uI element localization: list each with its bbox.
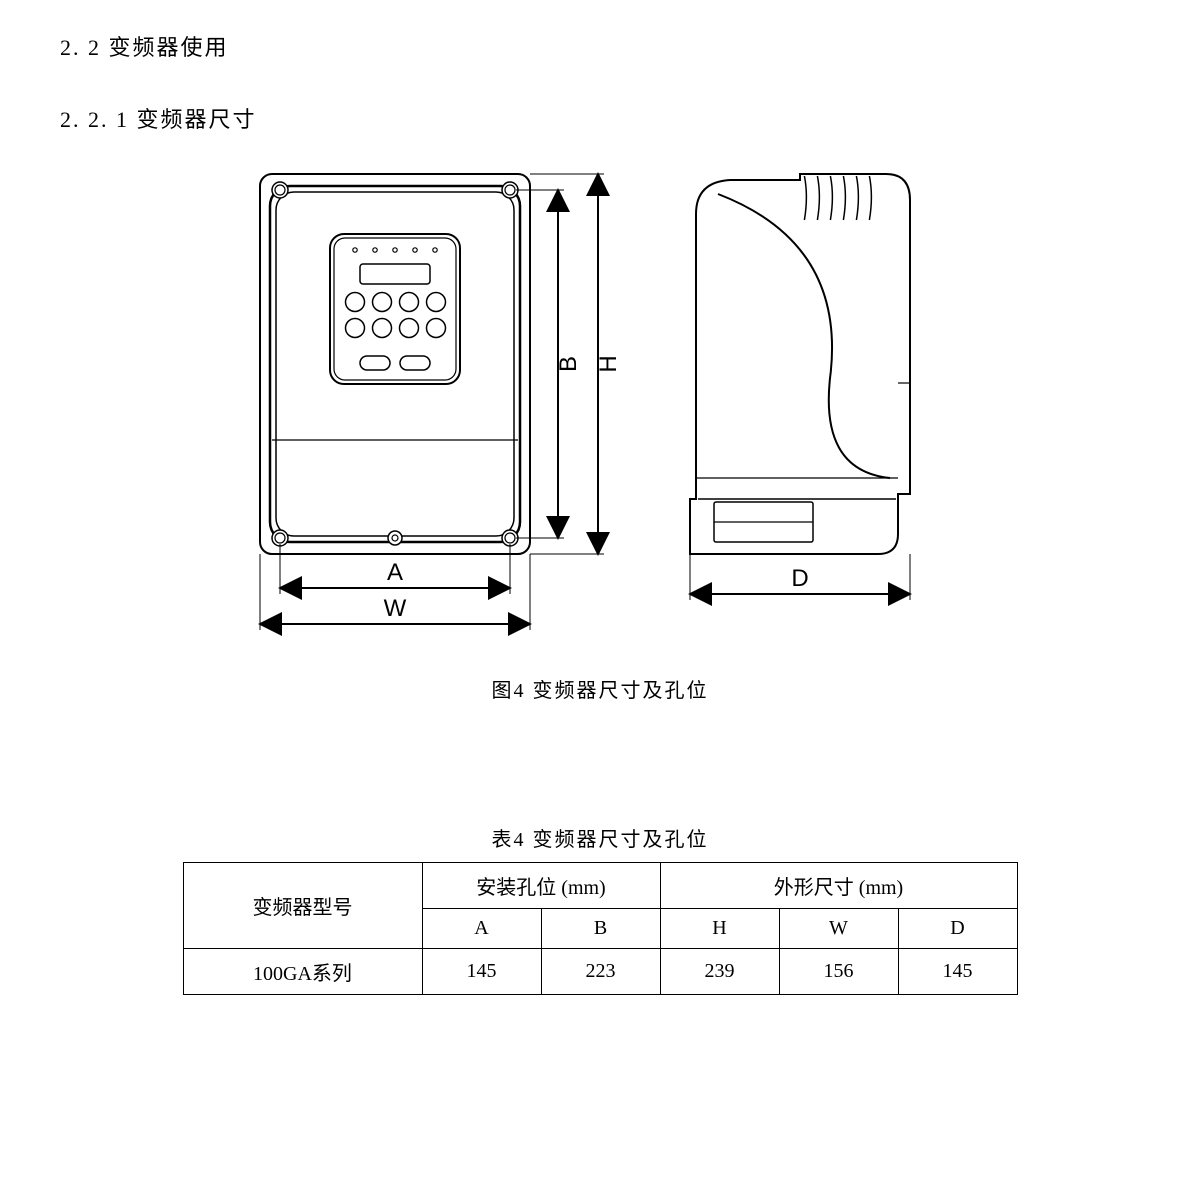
table-title: 表4 变频器尺寸及孔位	[60, 823, 1140, 852]
cell-W: 156	[779, 949, 898, 995]
th-H: H	[660, 909, 779, 949]
section-heading-2-2: 2. 2 变频器使用	[60, 30, 1140, 62]
th-outer-group: 外形尺寸 (mm)	[660, 863, 1017, 909]
th-W: W	[779, 909, 898, 949]
cell-B: 223	[541, 949, 660, 995]
dimension-drawing-svg: BH AW D	[60, 164, 1140, 654]
table-header-row-1: 变频器型号 安装孔位 (mm) 外形尺寸 (mm)	[183, 863, 1017, 909]
cell-D: 145	[898, 949, 1017, 995]
cell-A: 145	[422, 949, 541, 995]
figure-4-diagram: BH AW D	[60, 164, 1140, 654]
svg-text:A: A	[387, 559, 403, 586]
svg-text:B: B	[555, 356, 582, 372]
document-page: 2. 2 变频器使用 2. 2. 1 变频器尺寸 BHAWD 图4 变频器尺寸及…	[0, 0, 1200, 1199]
th-model: 变频器型号	[183, 863, 422, 949]
th-B: B	[541, 909, 660, 949]
section-heading-2-2-1: 2. 2. 1 变频器尺寸	[60, 102, 1140, 134]
table-row: 100GA系列 145 223 239 156 145	[183, 949, 1017, 995]
svg-text:W: W	[384, 595, 407, 622]
svg-text:D: D	[791, 565, 808, 592]
cell-model: 100GA系列	[183, 949, 422, 995]
svg-text:H: H	[595, 355, 622, 372]
th-mount-group: 安装孔位 (mm)	[422, 863, 660, 909]
figure-caption: 图4 变频器尺寸及孔位	[60, 674, 1140, 703]
cell-H: 239	[660, 949, 779, 995]
th-D: D	[898, 909, 1017, 949]
dimensions-table: 变频器型号 安装孔位 (mm) 外形尺寸 (mm) A B H W D 100G…	[183, 862, 1018, 995]
th-A: A	[422, 909, 541, 949]
